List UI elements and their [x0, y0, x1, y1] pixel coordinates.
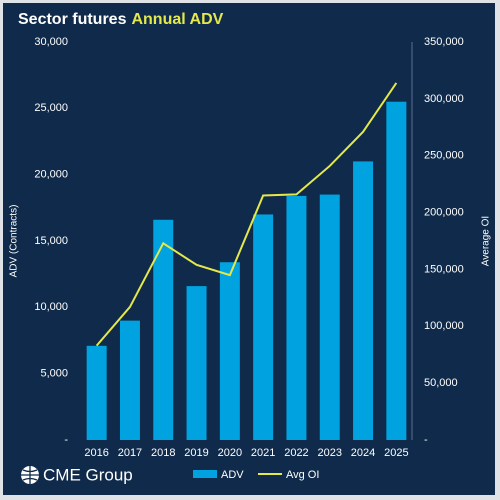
line — [95, 82, 398, 347]
x-tick-label: 2023 — [318, 447, 342, 459]
chart-title: Sector futures Annual ADV — [18, 11, 224, 28]
y-tick-label: 5,000 — [40, 368, 68, 380]
legend-label: ADV — [221, 469, 244, 481]
bar — [119, 320, 140, 440]
y2-tick-label: 50,000 — [424, 377, 458, 389]
y-tick-label: 15,000 — [34, 235, 68, 247]
x-tick-label: 2022 — [284, 447, 308, 459]
bar — [253, 214, 274, 440]
logo-text: CME Group — [43, 465, 133, 484]
y2-tick-label: 300,000 — [424, 93, 464, 105]
y-tick-label: 10,000 — [34, 301, 68, 313]
logo: CME Group — [21, 465, 133, 484]
background — [3, 3, 495, 495]
y-tick-label: - — [64, 434, 68, 446]
bar — [286, 195, 307, 440]
y-tick-label: 25,000 — [34, 102, 68, 114]
y2-tick-label: 100,000 — [424, 320, 464, 332]
y-axis-title: ADV (Contracts) — [9, 205, 20, 278]
x-tick-label: 2020 — [218, 447, 242, 459]
y-tick-label: 30,000 — [34, 36, 68, 48]
x-tick-label: 2019 — [184, 447, 208, 459]
x-tick-label: 2025 — [384, 447, 408, 459]
y2-tick-label: 200,000 — [424, 206, 464, 218]
bar — [153, 219, 174, 440]
bar — [353, 161, 374, 440]
y2-tick-label: 250,000 — [424, 150, 464, 162]
y2-tick-label: 150,000 — [424, 263, 464, 275]
legend-label: Avg OI — [286, 469, 319, 481]
x-tick-label: 2016 — [84, 447, 108, 459]
legend-swatch — [193, 470, 217, 478]
title-highlight: Annual ADV — [131, 11, 223, 28]
bar — [319, 194, 340, 440]
y-tick-label: 20,000 — [34, 169, 68, 181]
y2-tick-label: - — [424, 434, 428, 446]
bar — [219, 262, 240, 440]
bar — [386, 101, 407, 440]
x-tick-label: 2017 — [118, 447, 142, 459]
x-tick-label: 2018 — [151, 447, 175, 459]
x-tick-label: 2024 — [351, 447, 375, 459]
bar — [86, 345, 107, 440]
bar — [186, 286, 207, 440]
logo-globe-lines — [21, 466, 39, 484]
y2-axis-title: Average OI — [481, 216, 492, 266]
x-tick-label: 2021 — [251, 447, 275, 459]
title-main: Sector futures — [18, 11, 127, 28]
y2-tick-label: 350,000 — [424, 36, 464, 48]
